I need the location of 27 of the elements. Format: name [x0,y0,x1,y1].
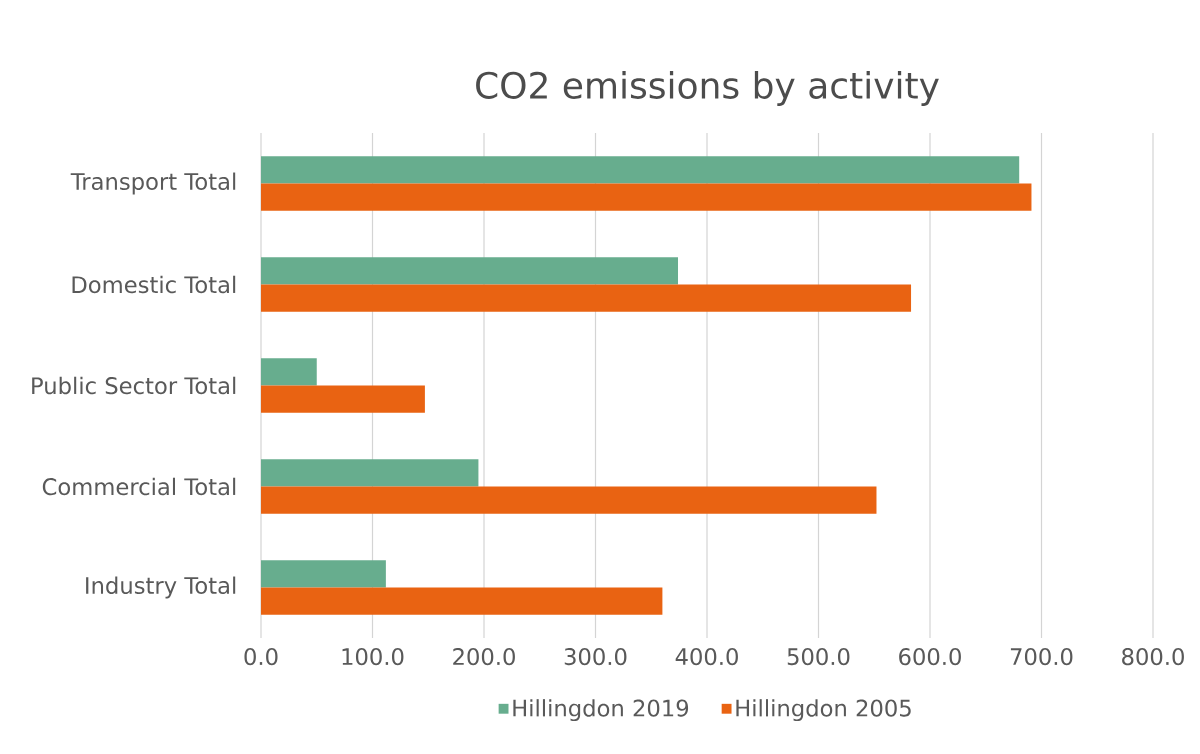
x-tick-label: 700.0 [1010,648,1073,666]
bar [261,459,479,487]
y-tick-label: Commercial Total [42,477,236,496]
x-tick-label: 0.0 [244,648,278,666]
bar [261,183,1032,211]
bar [261,587,663,615]
y-tick-label: Domestic Total [72,275,236,294]
bar [261,284,912,312]
x-tick-label: 300.0 [564,648,627,666]
x-tick-label: 400.0 [675,648,738,666]
bar [261,560,386,588]
x-tick-label: 100.0 [342,648,404,666]
x-tick-label: 200.0 [453,648,515,666]
y-tick-label: Industry Total [86,576,236,599]
x-tick-label: 800.0 [1122,648,1184,666]
bar [261,486,877,514]
x-tick-label: 500.0 [787,648,850,666]
bar [261,358,317,386]
legend-label: Hillingdon 2019 [513,699,689,722]
bar [261,385,425,413]
chart-title: CO2 emissions by activity [476,71,939,106]
bar [261,257,679,285]
y-tick-label: Public Sector Total [32,376,236,395]
x-tick-label: 600.0 [899,648,961,666]
legend-label: Hillingdon 2005 [736,699,911,722]
bar [261,156,1020,184]
y-tick-label: Transport Total [70,172,236,195]
